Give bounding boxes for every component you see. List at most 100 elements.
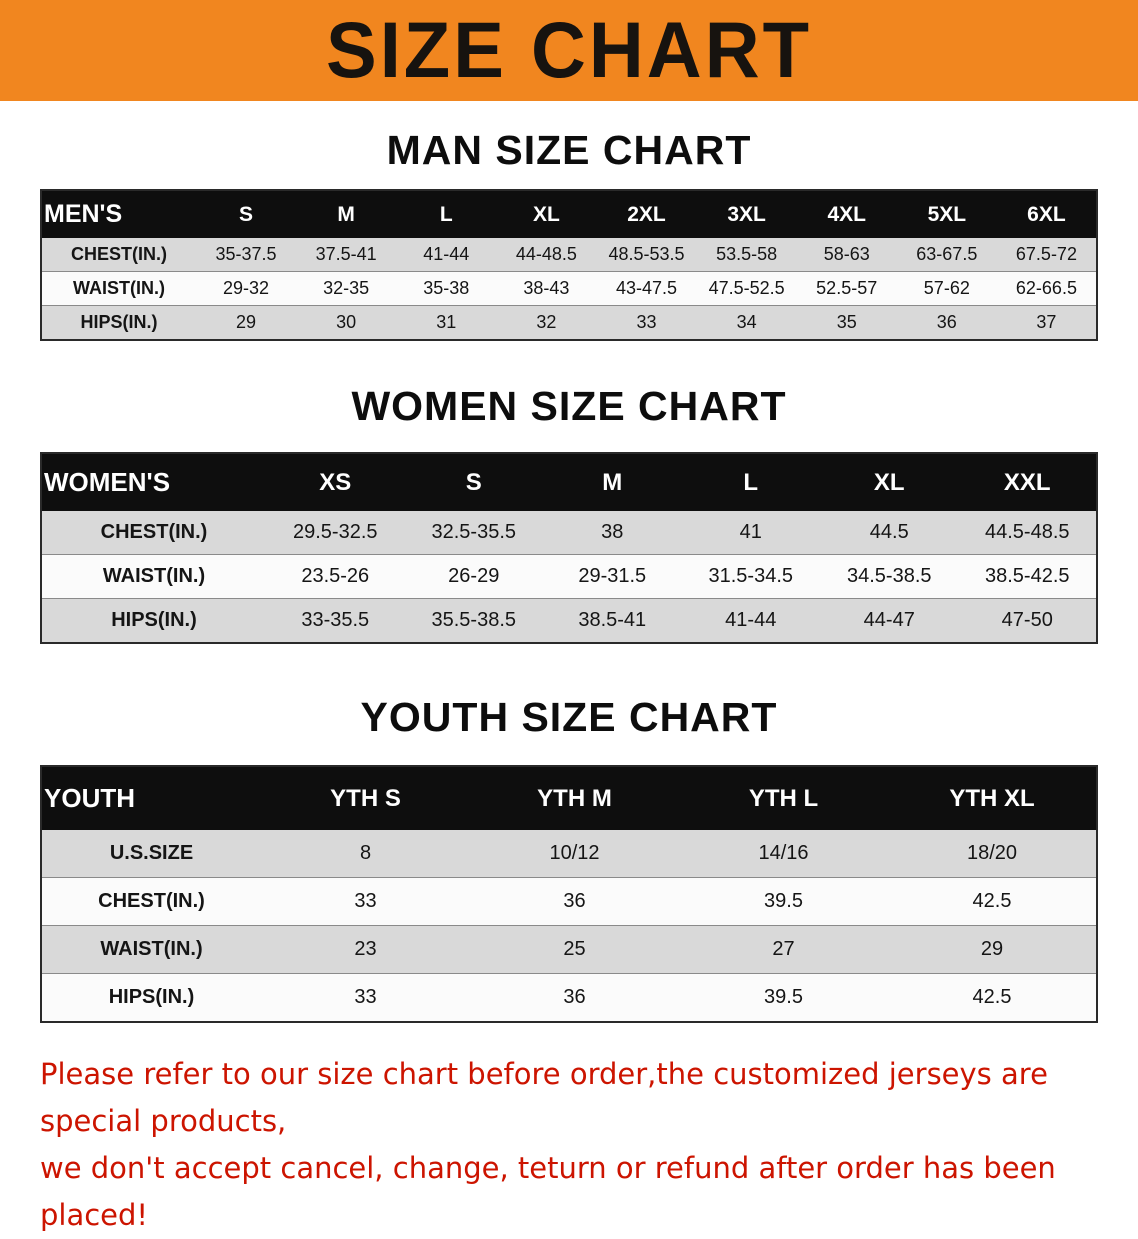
measurement-value: 29.5-32.5 [266,511,405,555]
measurement-value: 39.5 [679,973,888,1023]
measurement-value: 23.5-26 [266,554,405,599]
measurement-value: 67.5-72 [996,238,1097,272]
men-size-section: MAN SIZE CHART MEN'S S M L XL 2XL 3XL 4XL 5XL 6XL… [0,101,1138,341]
size-column-header: M [296,190,397,238]
measurement-value: 35-38 [396,271,497,306]
table-corner-label: MEN'S [41,190,196,238]
measurement-value: 57-62 [896,271,997,306]
measurement-value: 36 [470,973,679,1023]
measurement-label: HIPS(IN.) [41,973,261,1023]
size-column-header: XS [266,453,405,511]
table-row: WAIST(IN.) 23.5-26 26-29 29-31.5 31.5-34.5 34… [41,554,1097,599]
measurement-label: U.S.SIZE [41,830,261,878]
table-header-row: MEN'S S M L XL 2XL 3XL 4XL 5XL 6XL [41,190,1097,238]
measurement-value: 34 [696,305,797,341]
measurement-value: 53.5-58 [696,238,797,272]
measurement-label: HIPS(IN.) [41,305,196,341]
measurement-label: WAIST(IN.) [41,925,261,974]
measurement-value: 44.5 [820,511,959,555]
measurement-value: 44.5-48.5 [958,511,1097,555]
size-column-header: 4XL [796,190,897,238]
measurement-value: 42.5 [888,973,1097,1023]
size-column-header: 6XL [996,190,1097,238]
measurement-value: 52.5-57 [796,271,897,306]
measurement-value: 37 [996,305,1097,341]
measurement-value: 29 [888,925,1097,974]
measurement-value: 31.5-34.5 [681,554,820,599]
measurement-value: 35 [796,305,897,341]
banner-title: SIZE CHART [326,5,812,95]
measurement-value: 18/20 [888,830,1097,878]
measurement-value: 38-43 [496,271,597,306]
measurement-value: 37.5-41 [296,238,397,272]
order-policy-notice: Please refer to our size chart before or… [40,1051,1102,1239]
table-row: CHEST(IN.) 35-37.5 37.5-41 41-44 44-48.5 48.5… [41,238,1097,272]
measurement-value: 29-31.5 [543,554,682,599]
size-column-header: YTH L [679,766,888,830]
measurement-value: 23 [261,925,470,974]
measurement-value: 42.5 [888,877,1097,926]
youth-section-heading: YOUTH SIZE CHART [360,694,778,740]
youth-size-table: YOUTH YTH S YTH M YTH L YTH XL U.S.SIZE 8 10/12… [40,765,1098,1023]
women-size-section: WOMEN SIZE CHART WOMEN'S XS S M L XL XXL CHEST(… [0,341,1138,644]
measurement-value: 10/12 [470,830,679,878]
size-column-header: 3XL [696,190,797,238]
size-column-header: XL [820,453,959,511]
measurement-label: CHEST(IN.) [41,511,266,555]
men-section-heading: MAN SIZE CHART [386,127,752,173]
measurement-value: 25 [470,925,679,974]
measurement-value: 41-44 [396,238,497,272]
size-column-header: YTH S [261,766,470,830]
measurement-label: CHEST(IN.) [41,238,196,272]
policy-line-2: we don't accept cancel, change, teturn o… [40,1150,1056,1232]
measurement-value: 38.5-41 [543,598,682,644]
women-section-heading: WOMEN SIZE CHART [351,383,787,429]
measurement-value: 62-66.5 [996,271,1097,306]
measurement-value: 26-29 [404,554,543,599]
table-row: U.S.SIZE 8 10/12 14/16 18/20 [41,830,1097,878]
measurement-value: 32-35 [296,271,397,306]
table-row: WAIST(IN.) 23 25 27 29 [41,925,1097,974]
size-column-header: YTH M [470,766,679,830]
measurement-value: 38.5-42.5 [958,554,1097,599]
measurement-value: 47.5-52.5 [696,271,797,306]
measurement-value: 44-48.5 [496,238,597,272]
measurement-label: CHEST(IN.) [41,877,261,926]
measurement-value: 47-50 [958,598,1097,644]
table-row: HIPS(IN.) 33-35.5 35.5-38.5 38.5-41 41-44 44-… [41,598,1097,644]
size-column-header: 2XL [596,190,697,238]
measurement-value: 44-47 [820,598,959,644]
table-corner-label: WOMEN'S [41,453,266,511]
measurement-value: 58-63 [796,238,897,272]
table-row: HIPS(IN.) 29 30 31 32 33 34 35 36 37 [41,305,1097,341]
table-row: HIPS(IN.) 33 36 39.5 42.5 [41,973,1097,1023]
measurement-value: 31 [396,305,497,341]
size-column-header: 5XL [896,190,997,238]
size-column-header: XL [496,190,597,238]
measurement-value: 41-44 [681,598,820,644]
table-row: CHEST(IN.) 33 36 39.5 42.5 [41,877,1097,926]
table-corner-label: YOUTH [41,766,261,830]
size-chart-banner: SIZE CHART [0,0,1138,101]
measurement-label: WAIST(IN.) [41,271,196,306]
policy-line-1: Please refer to our size chart before or… [40,1057,1048,1138]
table-row: CHEST(IN.) 29.5-32.5 32.5-35.5 38 41 44.5 44.5… [41,511,1097,555]
measurement-value: 29-32 [196,271,297,306]
measurement-value: 41 [681,511,820,555]
measurement-value: 48.5-53.5 [596,238,697,272]
measurement-value: 35.5-38.5 [404,598,543,644]
measurement-value: 33 [261,877,470,926]
size-column-header: S [404,453,543,511]
measurement-value: 36 [896,305,997,341]
men-size-table: MEN'S S M L XL 2XL 3XL 4XL 5XL 6XL CHEST(IN.) 35-37… [40,189,1098,341]
size-column-header: M [543,453,682,511]
measurement-value: 8 [261,830,470,878]
measurement-value: 29 [196,305,297,341]
measurement-label: HIPS(IN.) [41,598,266,644]
women-size-table: WOMEN'S XS S M L XL XXL CHEST(IN.) 29.5-32.5 32.5… [40,452,1098,644]
measurement-value: 33 [596,305,697,341]
measurement-value: 30 [296,305,397,341]
measurement-value: 34.5-38.5 [820,554,959,599]
table-row: WAIST(IN.) 29-32 32-35 35-38 38-43 43-47.5 47.… [41,271,1097,306]
measurement-value: 43-47.5 [596,271,697,306]
